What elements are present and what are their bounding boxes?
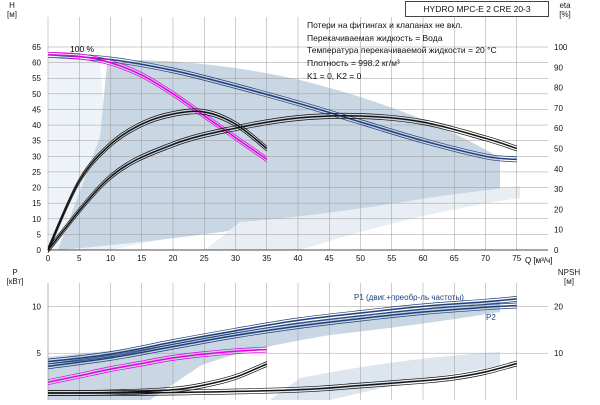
p2-power-curve-envelope (47, 307, 517, 370)
npsh-curve-max-envelope (47, 360, 517, 391)
note-k-factors: K1 = 0, K2 = 0 (307, 70, 362, 81)
efficiency-tick-label: 100 (554, 43, 568, 52)
head-axis-label: H [м] (7, 1, 17, 19)
power-curve-single-pump-envelope (47, 351, 267, 386)
efficiency-tick-label: 60 (554, 124, 563, 133)
npsh-curve-max (47, 362, 517, 394)
efficiency-curve-single-pump-envelope (47, 113, 268, 253)
head-tick-label: 45 (32, 105, 41, 114)
head-tick-label: 10 (32, 215, 41, 224)
x-tick-label: 55 (387, 254, 396, 263)
note-losses: Потери на фитингах и клапанах не вкл. (307, 20, 463, 30)
x-tick-label: 60 (419, 254, 428, 263)
chart-title: HYDRO MPC-E 2 CRE 20-3 (405, 1, 549, 17)
p2-series-label: P2 (486, 313, 496, 322)
performance-curves (47, 51, 518, 396)
efficiency-curve-single-pump-envelope (47, 108, 268, 248)
efficiency-curve-max-envelope (47, 112, 517, 248)
efficiency-curve-max (47, 114, 518, 251)
head-tick-label: 40 (32, 121, 41, 130)
efficiency-axis-label: eta [%] (559, 1, 571, 19)
power-axis-label: P [кВт] (6, 268, 24, 286)
note-temperature: Температура перекачиваемой жидкости = 20… (307, 45, 497, 56)
x-tick-label: 35 (262, 254, 271, 263)
x-tick-label: 75 (512, 254, 521, 263)
head-curve-max (47, 54, 517, 161)
npsh-curve-max-envelope (47, 365, 517, 396)
x-tick-label: 0 (46, 254, 51, 263)
x-tick-label: 5 (77, 254, 82, 263)
head-tick-label: 50 (32, 90, 41, 99)
efficiency-tick-label: 80 (554, 84, 563, 93)
efficiency-tick-label: 0 (554, 246, 559, 255)
x-tick-label: 30 (231, 254, 240, 263)
note-density: Плотность = 998.2 кг/м³ (307, 58, 400, 69)
npsh-tick-label: 10 (554, 349, 563, 358)
x-tick-label: 70 (481, 254, 490, 263)
head-tick-label: 55 (32, 74, 41, 83)
x-tick-label: 50 (356, 254, 365, 263)
power-curve-single-pump-envelope (47, 346, 267, 381)
head-curve-max-envelope (47, 56, 517, 163)
x-tick-label: 10 (106, 254, 115, 263)
x-tick-label: 45 (325, 254, 334, 263)
x-axis-label: Q [м³/ч] (525, 256, 552, 265)
efficiency-tick-label: 10 (554, 226, 563, 235)
efficiency-curve-max-envelope (47, 117, 517, 253)
power-tick-label: 5 (37, 349, 42, 358)
x-tick-label: 20 (169, 254, 178, 263)
x-tick-label: 25 (200, 254, 209, 263)
efficiency-tick-label: 90 (554, 63, 563, 72)
p2-power-curve (47, 304, 517, 368)
p1-power-curve (47, 298, 517, 363)
head-tick-label: 35 (32, 137, 41, 146)
power-tick-label: 10 (32, 302, 41, 311)
operating-range-band (58, 60, 500, 250)
head-tick-label: 20 (32, 184, 41, 193)
npsh-axis-label: NPSH [м] (557, 268, 581, 286)
power-curve-single-pump (47, 348, 267, 383)
note-liquid: Перекачиваемая жидкость = Вода (307, 32, 443, 43)
efficiency-tick-label: 70 (554, 104, 563, 113)
head-tick-label: 65 (32, 43, 41, 52)
p1-power-curve-envelope (47, 301, 517, 365)
p2-power-curve-envelope (47, 302, 517, 365)
head-curve-single-pump-envelope (47, 51, 267, 158)
head-tick-label: 60 (32, 59, 41, 68)
x-tick-label: 15 (137, 254, 146, 263)
head-curve-max-envelope (47, 51, 517, 158)
efficiency-tick-label: 20 (554, 205, 563, 214)
efficiency-tick-label: 40 (554, 165, 563, 174)
head-curve-single-pump (47, 54, 268, 161)
conditions-notes: Потери на фитингах и клапанах не вкл. Пе… (307, 19, 497, 83)
grid-lines (47, 17, 548, 400)
npsh-tick-label: 20 (554, 302, 563, 311)
x-tick-label: 65 (450, 254, 459, 263)
secondary-range-band (205, 186, 520, 250)
head-tick-label: 25 (32, 168, 41, 177)
efficiency-curve-single-pump (47, 110, 268, 251)
tick-labels: 0 5 10 15 20 25 30 35 40 45 50 55 60 65 70 750510152025… (32, 43, 568, 358)
head-tick-label: 0 (37, 246, 42, 255)
power-range-band (48, 300, 500, 400)
curve-percent-label: 100 % (70, 44, 95, 54)
head-tick-label: 15 (32, 199, 41, 208)
head-tick-label: 30 (32, 152, 41, 161)
head-tick-label: 5 (37, 230, 42, 239)
efficiency-tick-label: 30 (554, 185, 563, 194)
efficiency-tick-label: 50 (554, 145, 563, 154)
p1-series-label: P1 (двиг.+преобр-ль частоты) (354, 293, 464, 302)
operating-range-bands (48, 55, 520, 400)
x-tick-label: 40 (294, 254, 303, 263)
p1-power-curve-envelope (47, 296, 517, 360)
head-curve-single-pump-envelope (47, 56, 267, 163)
